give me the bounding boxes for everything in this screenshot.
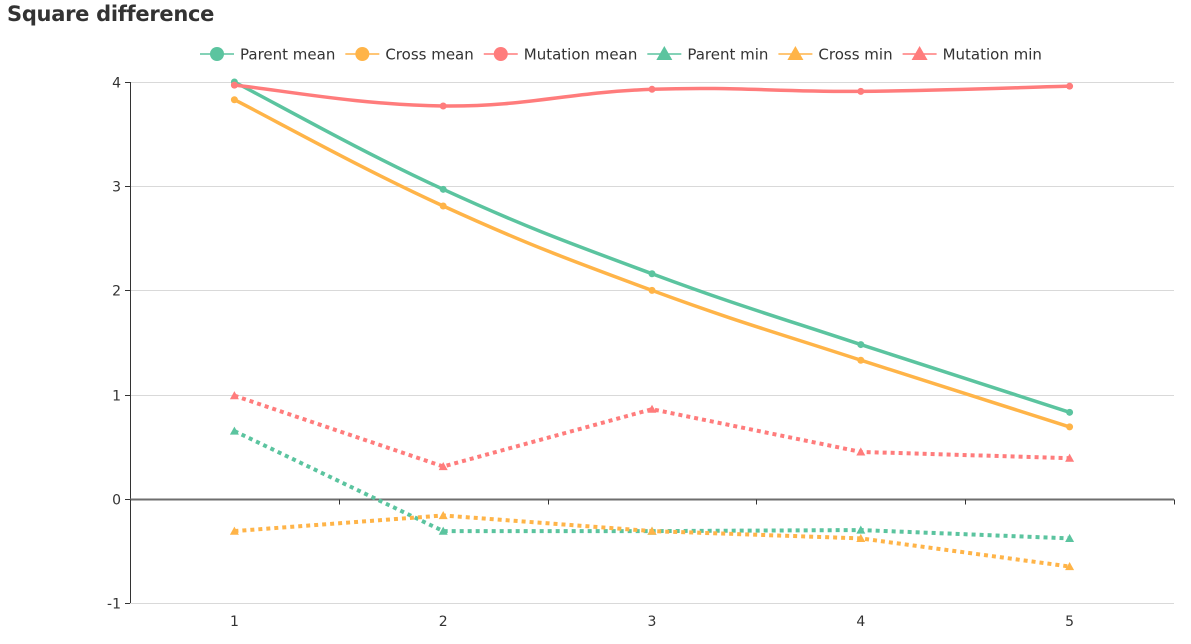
series-parent-mean xyxy=(230,78,1074,416)
legend-label: Mutation mean xyxy=(524,46,638,64)
y-tick-label: 3 xyxy=(112,180,121,196)
data-point[interactable] xyxy=(439,202,447,210)
legend-triangle-icon xyxy=(656,46,673,60)
data-point[interactable] xyxy=(1065,533,1075,542)
grid-lines xyxy=(130,82,1174,604)
data-point[interactable] xyxy=(229,426,239,435)
data-point[interactable] xyxy=(856,447,866,456)
data-point[interactable] xyxy=(647,404,657,413)
data-point[interactable] xyxy=(857,341,865,349)
data-point[interactable] xyxy=(230,96,238,104)
data-point[interactable] xyxy=(438,510,448,520)
legend-triangle-icon xyxy=(787,46,804,60)
legend-item[interactable]: Parent mean xyxy=(200,46,335,64)
legend-circle-icon xyxy=(210,47,224,61)
series-mutation-mean xyxy=(230,81,1074,110)
data-point[interactable] xyxy=(1065,453,1075,462)
data-point[interactable] xyxy=(438,461,448,471)
data-point[interactable] xyxy=(857,356,865,364)
x-tick-label: 3 xyxy=(648,614,657,630)
legend-label: Mutation min xyxy=(943,46,1042,64)
series-line xyxy=(234,513,1070,569)
y-tick-label: 0 xyxy=(112,493,121,509)
series-cross-min xyxy=(229,510,1075,571)
legend-item[interactable]: Cross mean xyxy=(345,46,474,64)
data-point[interactable] xyxy=(856,533,866,542)
legend-item[interactable]: Mutation min xyxy=(902,46,1042,64)
legend-label: Parent mean xyxy=(240,46,335,64)
y-tick-label: 2 xyxy=(112,284,121,300)
data-point[interactable] xyxy=(648,286,656,294)
series-cross-mean xyxy=(230,96,1074,431)
data-point[interactable] xyxy=(647,526,657,535)
series-group xyxy=(229,78,1075,571)
chart-title: Square difference xyxy=(7,2,215,26)
data-point[interactable] xyxy=(1066,82,1074,90)
y-tick-label: 1 xyxy=(112,389,121,405)
data-point[interactable] xyxy=(230,81,238,89)
series-line xyxy=(233,393,1070,469)
data-point[interactable] xyxy=(229,526,239,535)
x-tick-label: 5 xyxy=(1065,614,1074,630)
axes: -1 0 1 2 3 4 1 2 3 4 5 xyxy=(107,76,1175,630)
legend-label: Cross mean xyxy=(385,46,473,64)
legend-item[interactable]: Mutation mean xyxy=(483,46,638,64)
data-point[interactable] xyxy=(648,270,656,278)
legend-circle-icon xyxy=(355,47,370,61)
y-tick-label: -1 xyxy=(107,597,121,613)
data-point[interactable] xyxy=(439,185,447,193)
series-line xyxy=(233,429,1070,541)
legend-triangle-icon xyxy=(911,46,928,60)
legend: Parent mean Cross mean Mutation mean Parent… xyxy=(200,46,1042,64)
data-point[interactable] xyxy=(1065,562,1075,571)
x-tick-label: 2 xyxy=(439,614,448,630)
series-parent-min xyxy=(229,426,1075,542)
series-mutation-min xyxy=(229,391,1075,471)
data-point[interactable] xyxy=(1066,423,1074,431)
legend-label: Parent min xyxy=(687,46,768,64)
legend-circle-icon xyxy=(493,47,508,61)
data-point[interactable] xyxy=(1066,408,1074,416)
data-point[interactable] xyxy=(229,391,239,400)
legend-item[interactable]: Parent min xyxy=(647,46,768,64)
data-point[interactable] xyxy=(439,102,447,110)
data-point[interactable] xyxy=(857,87,865,95)
legend-item[interactable]: Cross min xyxy=(778,46,893,64)
data-point[interactable] xyxy=(856,525,866,534)
x-tick-label: 4 xyxy=(856,614,865,630)
y-tick-label: 4 xyxy=(112,76,121,92)
legend-label: Cross min xyxy=(818,46,892,64)
series-line xyxy=(233,80,1071,414)
data-point[interactable] xyxy=(438,526,448,535)
x-tick-label: 1 xyxy=(230,614,239,630)
data-point[interactable] xyxy=(648,85,656,93)
